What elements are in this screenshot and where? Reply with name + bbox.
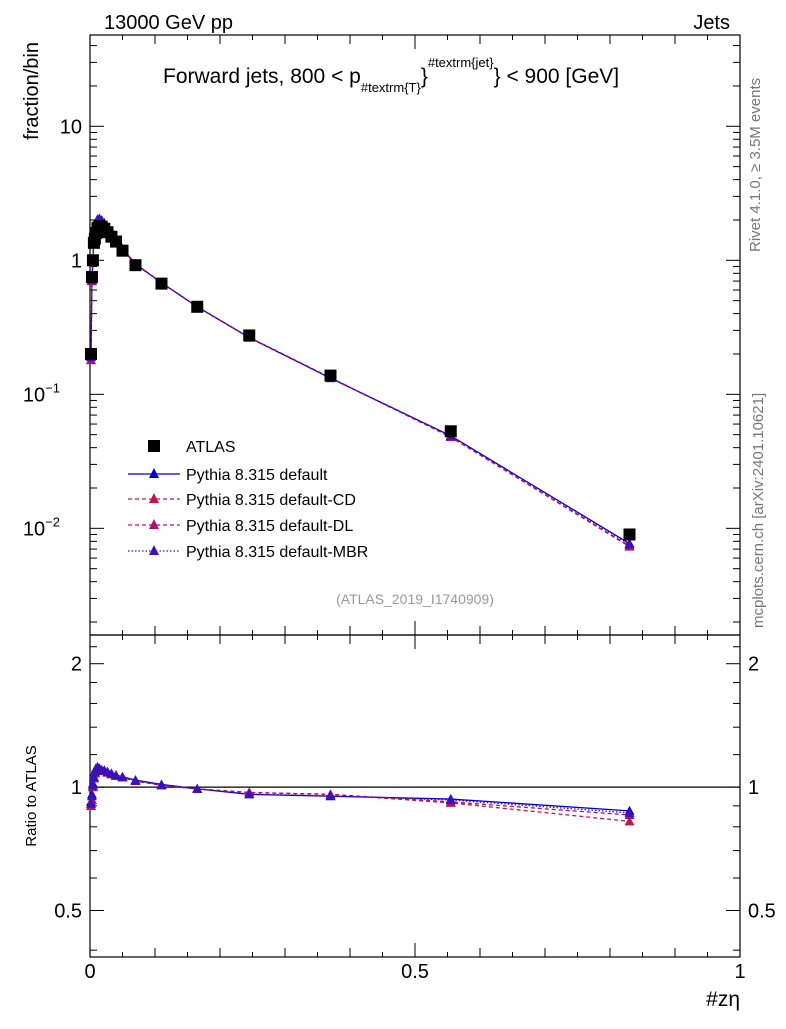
ratio-y-tick-label: 1 (71, 777, 82, 799)
legend-label-default: Pythia 8.315 default (186, 467, 328, 484)
main-atlas-point (84, 347, 97, 360)
ratio-marker-3 (117, 772, 128, 782)
ratio-marker-3 (192, 783, 203, 793)
main-line-3 (90, 217, 630, 545)
title-suffix: } < 900 [GeV] (494, 65, 620, 88)
header-left: 13000 GeV pp (104, 12, 233, 34)
legend-marker-default-cd (149, 493, 159, 503)
main-title: Forward jets, 800 < p#textrm{T}}#textrm{… (163, 55, 619, 95)
main-atlas-point (86, 254, 99, 267)
y-tick-base: 10 (23, 518, 45, 540)
ratio-plot-frame (89, 634, 741, 958)
legend: ATLAS Pythia 8.315 default Pythia 8.315 … (128, 439, 368, 561)
ratio-marker-3 (445, 795, 456, 805)
ratio-marker-3 (111, 770, 121, 780)
ratio-marker-3 (87, 780, 98, 790)
rivet-label: Rivet 4.1.0, ≥ 3.5M events (747, 78, 764, 252)
ratio-y-tick-label-right: 0.5 (748, 900, 776, 922)
main-atlas-point (623, 528, 636, 541)
ratio-marker-3 (88, 772, 99, 782)
mcplots-label: mcplots.cern.ch [arXiv:2401.10621] (750, 393, 767, 628)
legend-entry-default-mbr: Pythia 8.315 default-MBR (128, 544, 368, 561)
ratio-marker-1 (624, 816, 635, 826)
title-prefix: Forward jets, 800 < p (163, 65, 361, 88)
ratio-y-axis-label: Ratio to ATLAS (23, 745, 40, 846)
ratio-marker-3 (325, 790, 336, 800)
y-tick-label: 10−2 (23, 514, 60, 540)
legend-label-default-cd: Pythia 8.315 default-CD (186, 492, 356, 509)
plot-data (84, 213, 740, 826)
main-line-1 (90, 218, 630, 548)
y-tick-base: 10 (23, 384, 45, 406)
main-atlas-point (155, 277, 168, 290)
header-right: Jets (693, 12, 730, 34)
ratio-marker-3 (85, 798, 96, 808)
main-line-2 (90, 218, 630, 547)
main-marker-3 (624, 539, 635, 549)
title-subscript: #textrm{T} (361, 80, 422, 95)
y-tick-label: 1 (71, 250, 82, 272)
main-atlas-point (85, 271, 98, 284)
main-atlas-point (191, 300, 204, 313)
title-superscript: #textrm{jet} (428, 55, 494, 70)
ratio-line-2 (90, 766, 630, 816)
main-atlas-point (110, 235, 122, 248)
y-axis-label: fraction/bin (21, 42, 43, 140)
x-tick-label: 0 (84, 961, 95, 983)
legend-entry-atlas: ATLAS (148, 439, 236, 456)
ratio-y-tick-label-right: 1 (748, 777, 759, 799)
legend-marker-default (149, 468, 159, 478)
ratio-marker-3 (244, 788, 255, 798)
main-atlas-point (444, 425, 457, 438)
x-tick-label: 1 (734, 961, 745, 983)
legend-entry-default-cd: Pythia 8.315 default-CD (128, 492, 356, 509)
legend-label-atlas: ATLAS (186, 439, 236, 456)
main-atlas-point (116, 244, 129, 257)
y-tick-label: 10 (60, 116, 82, 138)
ratio-y-tick-label: 2 (71, 654, 82, 676)
legend-marker-atlas (148, 440, 160, 452)
ratio-marker-3 (624, 807, 635, 817)
legend-label-default-mbr: Pythia 8.315 default-MBR (186, 544, 368, 561)
legend-label-default-dl: Pythia 8.315 default-DL (186, 518, 353, 535)
ratio-marker-3 (86, 791, 97, 801)
ratio-line-1 (90, 766, 630, 822)
analysis-id: (ATLAS_2019_I1740909) (336, 591, 494, 607)
main-atlas-point (243, 329, 256, 342)
y-tick-exponent: −2 (45, 514, 60, 529)
main-atlas-point (324, 369, 337, 382)
ratio-marker-3 (130, 775, 141, 785)
legend-marker-default-dl (149, 519, 159, 529)
x-tick-label: 0.5 (401, 961, 429, 983)
ratio-marker-3 (156, 779, 167, 789)
y-tick-exponent: −1 (45, 380, 60, 395)
ratio-line-0 (90, 766, 630, 812)
y-tick-label: 10−1 (23, 380, 60, 406)
legend-entry-default: Pythia 8.315 default (128, 467, 328, 484)
ratio-y-tick-label: 0.5 (54, 900, 82, 922)
x-axis-label: #zη (706, 988, 740, 1011)
legend-entry-default-dl: Pythia 8.315 default-DL (128, 518, 353, 535)
title-brace: } (421, 65, 428, 88)
legend-marker-default-mbr (149, 545, 159, 555)
ratio-y-tick-label-right: 2 (748, 654, 759, 676)
main-atlas-point (129, 259, 142, 272)
